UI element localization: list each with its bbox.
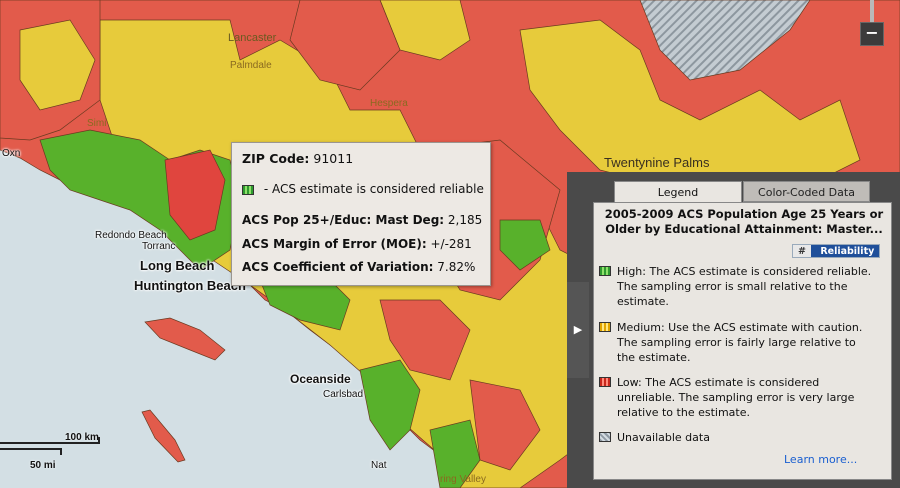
place-label-carlsbad: Carlsbad: [323, 389, 364, 400]
reliability-button-label: Reliability: [820, 246, 875, 257]
tab-color-coded-data[interactable]: Color-Coded Data: [743, 181, 870, 202]
place-label-spring-valley: ring Valley: [440, 474, 486, 485]
island-sanclemente: [141, 409, 186, 463]
scale-km-label: 100 km: [65, 432, 99, 443]
reliability-row: - ACS estimate is considered reliable: [242, 182, 484, 196]
place-label-simi: Simi: [87, 118, 107, 129]
collapse-panel-handle[interactable]: ▶: [567, 282, 589, 378]
high-swatch-icon: [599, 266, 611, 276]
region-low-4: [469, 379, 541, 471]
legend-item-unavailable: Unavailable data: [599, 430, 877, 445]
place-label-oceanside: Oceanside: [290, 372, 351, 386]
zip-label: ZIP Code:: [242, 151, 310, 166]
legend-item-medium: Medium: Use the ACS estimate with cautio…: [599, 320, 877, 365]
reliability-button[interactable]: # Reliability: [792, 244, 880, 258]
legend-panel: ▶ Legend Color-Coded Data 2005-2009 ACS …: [567, 172, 900, 488]
popup-row-cv: ACS Coefficient of Variation: 7.82%: [242, 260, 475, 274]
scale-mi-bar: [0, 448, 62, 455]
low-swatch-icon: [599, 377, 611, 387]
place-label-torrance: Torranc: [142, 241, 176, 252]
popup-row-estimate: ACS Pop 25+/Educ: Mast Deg: 2,185: [242, 213, 482, 227]
unavailable-swatch-icon: [599, 432, 611, 442]
region-unavailable-1: [639, 0, 811, 81]
region-medium-2: [519, 19, 861, 191]
scale-bar: 100 km 50 mi: [0, 432, 110, 472]
region-low-urban: [164, 149, 226, 241]
place-label-twentynine-palms: Twentynine Palms: [604, 155, 710, 170]
place-label-lancaster: Lancaster: [228, 32, 277, 44]
zip-value: 91011: [313, 151, 354, 166]
legend-item-medium-text: Medium: Use the ACS estimate with cautio…: [617, 321, 863, 364]
tab-legend[interactable]: Legend: [614, 181, 742, 202]
region-high-3: [359, 359, 421, 451]
zip-row: ZIP Code: 91011: [242, 151, 353, 166]
moe-label: ACS Margin of Error (MOE):: [242, 237, 427, 251]
place-label-long-beach: Long Beach: [140, 258, 215, 273]
region-medium-ventura: [19, 19, 96, 111]
estimate-label: ACS Pop 25+/Educ: Mast Deg:: [242, 213, 445, 227]
hash-icon: #: [793, 245, 811, 257]
place-label-oxnard: Oxn: [2, 148, 21, 159]
region-high-5: [429, 419, 481, 488]
island-catalina: [144, 317, 226, 361]
zoom-control[interactable]: −: [860, 0, 884, 46]
place-label-national-city: Nat: [371, 460, 387, 471]
place-label-redondo-beach: Redondo Beach: [95, 230, 167, 241]
cv-value: 7.82%: [437, 260, 476, 274]
place-label-hesperia: Hespera: [370, 98, 408, 109]
legend-item-high: High: The ACS estimate is considered rel…: [599, 264, 877, 309]
cv-label: ACS Coefficient of Variation:: [242, 260, 434, 274]
scale-mi-label: 50 mi: [30, 460, 56, 471]
reliability-high-icon: [242, 184, 254, 195]
legend-body: 2005-2009 ACS Population Age 25 Years or…: [593, 202, 892, 480]
zoom-slider-track[interactable]: [870, 0, 874, 22]
estimate-value: 2,185: [447, 213, 483, 227]
feature-popup: ZIP Code: 91011 - ACS estimate is consid…: [231, 142, 491, 286]
scale-km-bar: [0, 437, 100, 444]
reliability-text: - ACS estimate is considered reliable: [263, 182, 484, 196]
legend-item-unavailable-text: Unavailable data: [617, 431, 710, 444]
place-label-palmdale: Palmdale: [230, 60, 272, 71]
legend-item-low: Low: The ACS estimate is considered unre…: [599, 375, 877, 420]
legend-item-low-text: Low: The ACS estimate is considered unre…: [617, 376, 855, 419]
region-low-1: [289, 0, 401, 91]
legend-title: 2005-2009 ACS Population Age 25 Years or…: [604, 207, 884, 236]
medium-swatch-icon: [599, 322, 611, 332]
region-low-3: [379, 299, 471, 381]
moe-value: +/-281: [430, 237, 472, 251]
triangle-right-icon: ▶: [573, 323, 583, 336]
popup-row-moe: ACS Margin of Error (MOE): +/-281: [242, 237, 472, 251]
place-label-huntington-beach: Huntington Beach: [134, 278, 246, 293]
learn-more-link[interactable]: Learn more...: [784, 453, 858, 466]
region-high-4: [499, 219, 551, 271]
legend-item-high-text: High: The ACS estimate is considered rel…: [617, 265, 872, 308]
zoom-out-button[interactable]: −: [860, 22, 884, 46]
